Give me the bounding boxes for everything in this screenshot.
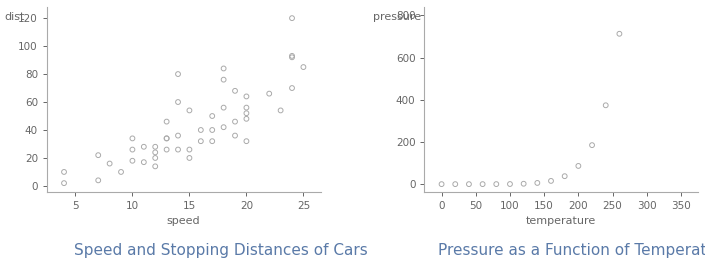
Point [218, 77, 229, 82]
Point [127, 159, 138, 163]
Point [286, 16, 298, 20]
Point [161, 136, 172, 140]
Point [149, 145, 161, 149]
Point [104, 161, 116, 166]
Point [614, 32, 625, 36]
Point [241, 111, 252, 115]
Point [218, 66, 229, 70]
Text: Speed and Stopping Distances of Cars: Speed and Stopping Distances of Cars [74, 243, 368, 258]
Point [229, 119, 240, 124]
Point [241, 106, 252, 110]
Point [161, 147, 172, 152]
Point [218, 125, 229, 129]
Point [264, 92, 275, 96]
Point [195, 139, 207, 143]
Point [559, 174, 570, 178]
Point [92, 153, 104, 157]
Point [184, 156, 195, 160]
Point [286, 55, 298, 59]
Point [532, 181, 543, 185]
Point [218, 106, 229, 110]
Point [491, 182, 502, 186]
Point [149, 156, 161, 160]
Point [298, 65, 309, 69]
Point [207, 128, 218, 132]
Point [184, 108, 195, 113]
Point [207, 114, 218, 118]
Y-axis label: dist: dist [4, 12, 24, 22]
Point [587, 143, 598, 147]
Point [149, 164, 161, 168]
Point [241, 117, 252, 121]
Point [59, 170, 70, 174]
Point [173, 72, 184, 76]
X-axis label: speed: speed [167, 216, 200, 226]
Point [116, 170, 127, 174]
X-axis label: temperature: temperature [526, 216, 596, 226]
Point [463, 182, 474, 186]
Point [241, 94, 252, 99]
Point [286, 54, 298, 58]
Point [161, 136, 172, 140]
Point [92, 178, 104, 182]
Point [127, 147, 138, 152]
Point [127, 136, 138, 140]
Point [477, 182, 489, 186]
Point [207, 139, 218, 143]
Point [138, 145, 149, 149]
Point [149, 150, 161, 155]
Point [138, 160, 149, 164]
Point [229, 134, 240, 138]
Point [600, 103, 611, 107]
Point [504, 182, 515, 186]
Y-axis label: pressure: pressure [373, 12, 421, 22]
Point [229, 89, 240, 93]
Point [161, 119, 172, 124]
Point [184, 147, 195, 152]
Point [195, 128, 207, 132]
Point [286, 86, 298, 90]
Point [275, 108, 286, 113]
Point [572, 164, 584, 168]
Point [241, 139, 252, 143]
Point [173, 134, 184, 138]
Point [173, 147, 184, 152]
Point [546, 179, 557, 183]
Point [518, 182, 529, 186]
Point [173, 100, 184, 104]
Point [59, 181, 70, 185]
Point [450, 182, 461, 186]
Point [436, 182, 447, 186]
Text: Pressure as a Function of Temperature: Pressure as a Function of Temperature [438, 243, 705, 258]
